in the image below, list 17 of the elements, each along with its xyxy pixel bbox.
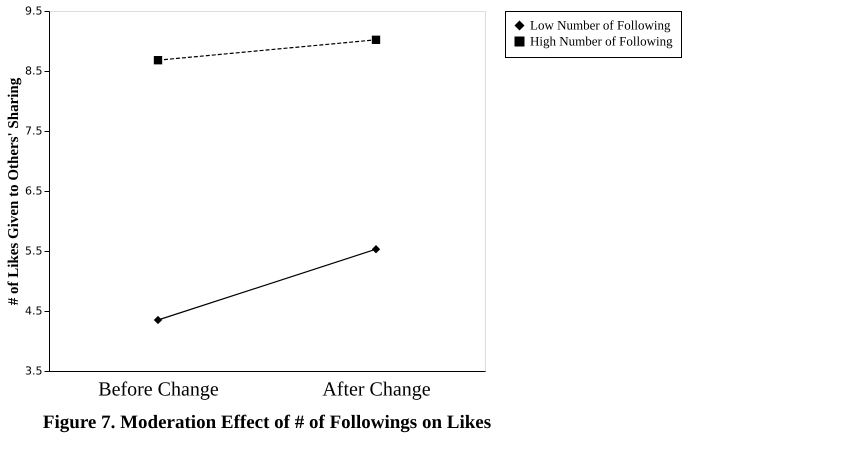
point [372,245,380,254]
y-tick-label: 6.5 [25,184,42,198]
y-axis-title: # of Likes Given to Others' Sharing [6,77,22,306]
y-tick-label: 7.5 [25,124,42,138]
legend-label: High Number of Following [530,34,674,48]
y-tick-label: 8.5 [25,64,42,78]
x-tick-label: Before Change [98,378,219,400]
y-tick-label: 5.5 [25,244,42,258]
y-tick-label: 9.5 [25,4,42,18]
point [154,316,162,324]
point [372,36,380,44]
x-tick-label: After Change [322,378,431,400]
point [154,56,162,64]
y-tick-label: 3.5 [25,364,42,378]
text: Figure 7. Moderation Effect of # of Followings on Likes [42,412,492,433]
legend-label: Low Number of Following [530,18,671,32]
y-tick-label: 4.5 [25,304,42,318]
